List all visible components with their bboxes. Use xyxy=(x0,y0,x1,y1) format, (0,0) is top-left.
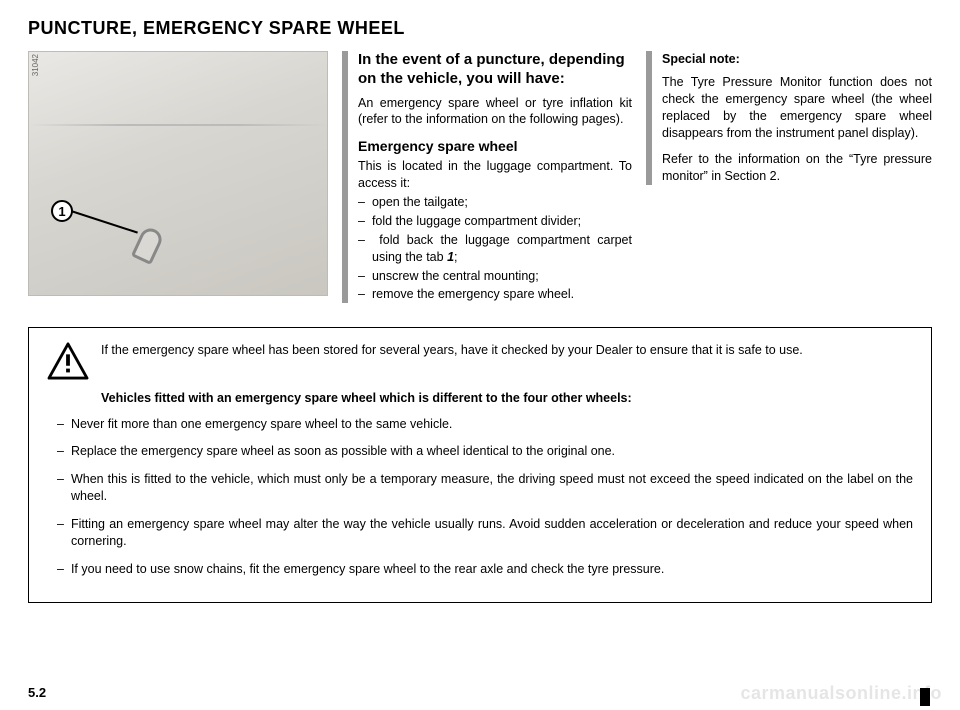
warning-lead-text: If the emergency spare wheel has been st… xyxy=(101,342,913,360)
callout-leader-line xyxy=(71,210,138,234)
list-item: unscrew the central mounting; xyxy=(358,268,632,285)
access-steps-list: open the tailgate; fold the luggage comp… xyxy=(358,194,632,303)
page-title: PUNCTURE, EMERGENCY SPARE WHEEL xyxy=(28,18,932,39)
warning-header: If the emergency spare wheel has been st… xyxy=(47,342,913,380)
special-note-label: Special note: xyxy=(662,52,740,66)
warning-box: If the emergency spare wheel has been st… xyxy=(28,327,932,603)
list-item: Never fit more than one emergency spare … xyxy=(47,416,913,434)
spare-wheel-intro: This is located in the luggage compartme… xyxy=(358,158,632,192)
column-middle: In the event of a puncture, depending on… xyxy=(342,51,632,305)
column-right-bar: Special note: The Tyre Pressure Monitor … xyxy=(646,51,932,185)
callout-ref-1: 1 xyxy=(447,250,454,264)
list-item: Replace the emergency spare wheel as soo… xyxy=(47,443,913,461)
column-middle-bar: In the event of a puncture, depending on… xyxy=(342,51,632,303)
puncture-heading: In the event of a puncture, depending on… xyxy=(358,51,632,89)
list-item: open the tailgate; xyxy=(358,194,632,211)
content-columns: 31042 1 In the event of a puncture, depe… xyxy=(28,51,932,305)
spare-wheel-subhead: Emergency spare wheel xyxy=(358,138,632,154)
list-item-text: fold back the luggage compartment carpet… xyxy=(372,233,632,264)
list-item: fold back the luggage compartment carpet… xyxy=(358,232,632,266)
list-item: remove the emergency spare wheel. xyxy=(358,286,632,303)
warning-subtitle: Vehicles fitted with an emergency spare … xyxy=(101,390,913,408)
puncture-intro: An emergency spare wheel or tyre inflati… xyxy=(358,95,632,129)
photo-seam-line xyxy=(29,124,327,126)
special-note-p2: Refer to the information on the “Tyre pr… xyxy=(662,151,932,185)
list-item: Fitting an emergency spare wheel may alt… xyxy=(47,516,913,551)
photo-id-badge: 31042 xyxy=(31,54,40,76)
list-item: When this is fitted to the vehicle, whic… xyxy=(47,471,913,506)
list-item: fold the luggage compartment divider; xyxy=(358,213,632,230)
watermark-text: carmanualsonline.info xyxy=(740,683,942,704)
warning-triangle-icon xyxy=(47,342,89,380)
special-note-block: Special note: xyxy=(662,51,932,68)
special-note-p1: The Tyre Pressure Monitor function does … xyxy=(662,74,932,142)
spare-wheel-photo: 31042 1 xyxy=(28,51,328,296)
column-right: Special note: The Tyre Pressure Monitor … xyxy=(646,51,932,305)
column-left: 31042 1 xyxy=(28,51,328,305)
list-item-suffix: ; xyxy=(454,250,457,264)
callout-marker-1: 1 xyxy=(51,200,73,222)
page-number: 5.2 xyxy=(28,685,46,700)
list-item: If you need to use snow chains, fit the … xyxy=(47,561,913,579)
warning-list: Never fit more than one emergency spare … xyxy=(47,416,913,579)
